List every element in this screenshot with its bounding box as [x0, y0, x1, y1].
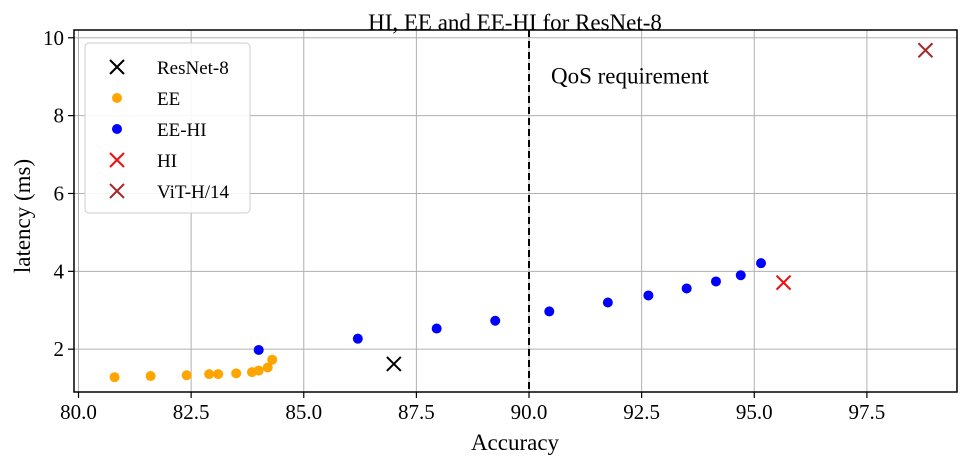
legend-marker-hi [109, 152, 125, 168]
ee-hi-point [602, 297, 613, 308]
ee-point [181, 370, 192, 381]
x-tick-label: 82.5 [173, 400, 210, 424]
x-axis: 80.0 82.5 85.0 87.5 90.0 92.5 95.0 97.5 [60, 392, 885, 424]
y-tick-label: 4 [54, 259, 65, 283]
x-tick-label: 80.0 [60, 400, 97, 424]
qos-label: QoS requirement [551, 64, 709, 89]
ee-hi-point [735, 270, 746, 281]
legend-label-hi: HI [157, 151, 177, 172]
vit-h-14-point [917, 42, 934, 58]
legend: ResNet-8 EE EE-HI HI ViT-H/14 [84, 42, 251, 214]
chart-title: HI, EE and EE-HI for ResNet-8 [368, 10, 662, 35]
ee-point [253, 365, 264, 376]
ee-hi-point [431, 323, 442, 334]
legend-marker-resnet-8 [109, 59, 125, 75]
x-axis-label: Accuracy [471, 430, 560, 455]
x-tick-label: 90.0 [511, 400, 548, 424]
plot-frame [73, 29, 958, 393]
x-tick-label: 85.0 [285, 400, 322, 424]
ee-hi-point [490, 315, 501, 326]
legend-marker-ee [112, 93, 122, 103]
x-tick-label: 87.5 [398, 400, 435, 424]
x-tick-label: 97.5 [849, 400, 886, 424]
ee-hi-point [253, 344, 264, 355]
ee-point [262, 362, 273, 373]
ee-point [109, 372, 120, 383]
x-tick-label: 95.0 [736, 400, 773, 424]
y-tick-label: 2 [54, 337, 65, 361]
ee-hi-point [710, 276, 721, 287]
legend-label-ee-hi: EE-HI [157, 120, 207, 141]
ee-point [213, 369, 224, 380]
ee-hi-point [643, 290, 654, 301]
hi-point [775, 274, 792, 291]
y-tick-label: 6 [54, 181, 65, 205]
legend-label-ee: EE [157, 89, 180, 110]
ee-hi-point [681, 283, 692, 294]
qos-annotation: QoS requirement [528, 30, 709, 392]
ee-point [145, 371, 156, 382]
legend-marker-ee-hi [112, 124, 122, 134]
ee-hi-point [544, 306, 555, 317]
ee-point [267, 354, 278, 365]
x-tick-label: 92.5 [623, 400, 660, 424]
legend-box [84, 42, 251, 214]
ee-point [231, 368, 242, 379]
resnet-8-point [386, 356, 402, 372]
legend-marker-vit-h-14 [109, 183, 125, 199]
y-axis: 2 4 6 8 10 [43, 26, 74, 361]
y-tick-label: 8 [54, 104, 65, 128]
y-axis-label: latency (ms) [10, 159, 35, 273]
ee-point [204, 369, 215, 380]
ee-hi-point [352, 333, 363, 344]
ee-hi-point [756, 258, 767, 269]
legend-label-vit-h-14: ViT-H/14 [157, 182, 230, 203]
y-tick-label: 10 [43, 26, 64, 50]
legend-label-resnet-8: ResNet-8 [157, 58, 229, 79]
data-points [109, 42, 934, 383]
